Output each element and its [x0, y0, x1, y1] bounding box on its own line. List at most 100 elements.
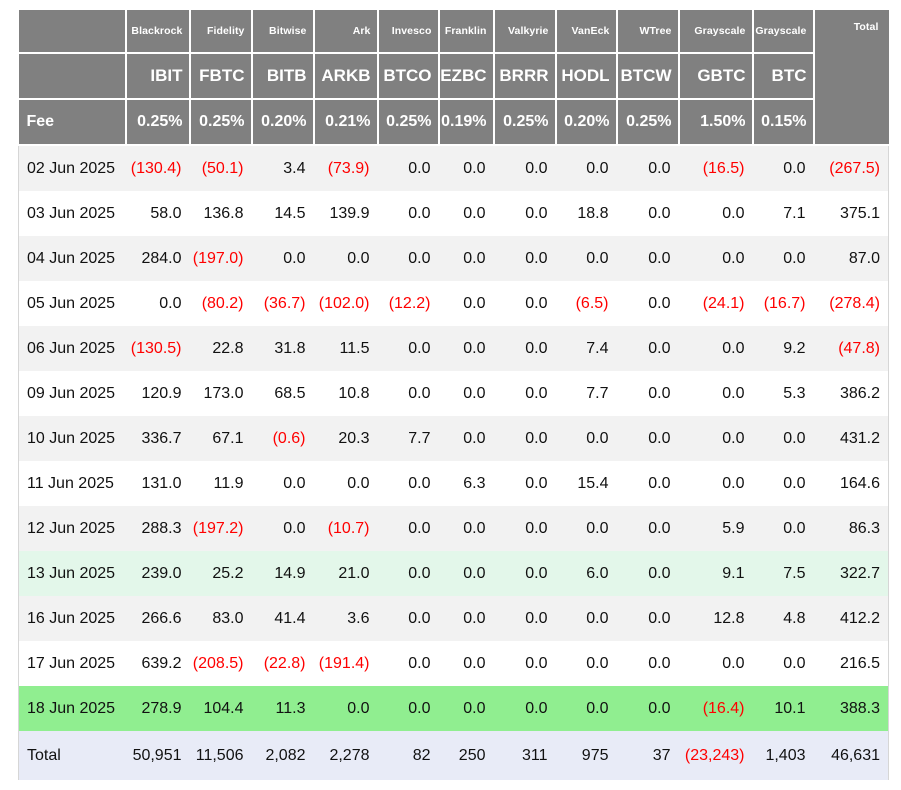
flow-value-cell: 0.0 — [493, 506, 556, 551]
issuer-header-gbtc: Grayscale — [678, 10, 754, 54]
flow-value-cell: 104.4 — [189, 686, 252, 731]
flow-value-cell: 11.3 — [251, 686, 314, 731]
table-row: 03 Jun 2025 58.0 136.8 14.5 139.9 0.0 0.0 0.0 18… — [18, 191, 889, 236]
flow-value-cell: (22.8) — [251, 641, 314, 686]
table-row: 12 Jun 2025 288.3 (197.2) 0.0 (10.7) 0.0 0.0 0.… — [18, 506, 889, 551]
total-value-cell: 86.3 — [813, 506, 889, 551]
flow-value-cell: 0.0 — [313, 236, 378, 281]
ticker-header-bitb: BITB — [251, 53, 315, 100]
flow-value-cell: 0.0 — [125, 281, 190, 326]
ticker-header-hodl: HODL — [555, 53, 618, 100]
flow-value-cell: 10.8 — [313, 371, 378, 416]
fee-value-btc: 0.15% — [752, 99, 815, 146]
flow-value-cell: 0.0 — [752, 145, 814, 191]
flow-value-cell: 0.0 — [377, 551, 439, 596]
total-value-cell: 164.6 — [813, 461, 889, 506]
table-row: 17 Jun 2025 639.2 (208.5) (22.8) (191.4) 0.0 0… — [18, 641, 889, 686]
flow-value-cell: 7.5 — [752, 551, 814, 596]
flow-value-cell: (197.0) — [189, 236, 252, 281]
table-row: 16 Jun 2025 266.6 83.0 41.4 3.6 0.0 0.0 0.0 0.0 0… — [18, 596, 889, 641]
table-row: 04 Jun 2025 284.0 (197.0) 0.0 0.0 0.0 0.0 0.0 0.… — [18, 236, 889, 281]
flow-value-cell: (73.9) — [313, 145, 378, 191]
corner-cell — [18, 10, 127, 54]
fee-value-brrr: 0.25% — [493, 99, 557, 146]
flow-value-cell: 0.0 — [493, 236, 556, 281]
flow-value-cell: 0.0 — [438, 236, 494, 281]
date-cell: 03 Jun 2025 — [18, 191, 126, 236]
flow-value-cell: (24.1) — [678, 281, 753, 326]
flow-value-cell: 0.0 — [616, 641, 679, 686]
flow-value-cell: 83.0 — [189, 596, 252, 641]
table-row: 05 Jun 2025 0.0 (80.2) (36.7) (102.0) (12.2) 0… — [18, 281, 889, 326]
issuer-header-btcw: WTree — [616, 10, 680, 54]
flow-value-cell: (36.7) — [251, 281, 314, 326]
date-cell: 06 Jun 2025 — [18, 326, 126, 371]
fee-value-ibit: 0.25% — [125, 99, 191, 146]
flow-value-cell: 0.0 — [555, 596, 617, 641]
flow-value-cell: (16.4) — [678, 686, 753, 731]
fee-value-hodl: 0.20% — [555, 99, 618, 146]
total-value-cell: (278.4) — [813, 281, 889, 326]
flow-value-cell: 0.0 — [678, 416, 753, 461]
flow-value-cell: 0.0 — [616, 551, 679, 596]
flow-value-cell: 0.0 — [616, 371, 679, 416]
flow-value-cell: 22.8 — [189, 326, 252, 371]
flow-value-cell: 0.0 — [438, 191, 494, 236]
flow-value-cell: 0.0 — [555, 236, 617, 281]
flow-value-cell: 0.0 — [438, 145, 494, 191]
flow-value-cell: 11.5 — [313, 326, 378, 371]
flow-value-cell: 0.0 — [251, 236, 314, 281]
flow-value-cell: 7.1 — [752, 191, 814, 236]
flow-value-cell: 50,951 — [125, 731, 190, 780]
flow-value-cell: 9.1 — [678, 551, 753, 596]
flow-value-cell: 0.0 — [678, 326, 753, 371]
flow-value-cell: 1,403 — [752, 731, 814, 780]
total-column-header: Total — [813, 10, 889, 146]
flow-value-cell: 136.8 — [189, 191, 252, 236]
issuer-header-ibit: Blackrock — [125, 10, 191, 54]
flow-value-cell: 0.0 — [555, 416, 617, 461]
flow-value-cell: 20.3 — [313, 416, 378, 461]
flow-value-cell: 0.0 — [438, 281, 494, 326]
table-row: 18 Jun 2025 278.9 104.4 11.3 0.0 0.0 0.0 0.0 0.0… — [18, 686, 889, 731]
flow-value-cell: (197.2) — [189, 506, 252, 551]
table-row: 13 Jun 2025 239.0 25.2 14.9 21.0 0.0 0.0 0.0 6.0… — [18, 551, 889, 596]
table-row: 11 Jun 2025 131.0 11.9 0.0 0.0 0.0 6.3 0.0 15.4 0… — [18, 461, 889, 506]
flow-value-cell: 2,278 — [313, 731, 378, 780]
date-cell: 09 Jun 2025 — [18, 371, 126, 416]
flow-value-cell: 11,506 — [189, 731, 252, 780]
ticker-header-fbtc: FBTC — [189, 53, 253, 100]
flow-value-cell: 0.0 — [377, 506, 439, 551]
flow-value-cell: 0.0 — [438, 596, 494, 641]
flow-value-cell: 7.4 — [555, 326, 617, 371]
flow-value-cell: 0.0 — [493, 371, 556, 416]
flow-value-cell: (50.1) — [189, 145, 252, 191]
table-row: 09 Jun 2025 120.9 173.0 68.5 10.8 0.0 0.0 0.0 7.… — [18, 371, 889, 416]
etf-flow-table: Blackrock Fidelity Bitwise Ark Invesco Frankl… — [18, 10, 889, 780]
flow-value-cell: 21.0 — [313, 551, 378, 596]
flow-value-cell: 639.2 — [125, 641, 190, 686]
flow-value-cell: 0.0 — [377, 371, 439, 416]
flow-value-cell: 0.0 — [616, 281, 679, 326]
flow-value-cell: 288.3 — [125, 506, 190, 551]
ticker-header-btc: BTC — [752, 53, 815, 100]
flow-value-cell: (191.4) — [313, 641, 378, 686]
issuer-header-arkb: Ark — [313, 10, 379, 54]
total-row-label: Total — [18, 731, 126, 780]
flow-value-cell: (102.0) — [313, 281, 378, 326]
date-cell: 04 Jun 2025 — [18, 236, 126, 281]
flow-value-cell: (12.2) — [377, 281, 439, 326]
flow-value-cell: 0.0 — [678, 371, 753, 416]
flow-value-cell: 5.3 — [752, 371, 814, 416]
flow-value-cell: 0.0 — [493, 326, 556, 371]
flow-value-cell: 0.0 — [251, 506, 314, 551]
flow-value-cell: (16.5) — [678, 145, 753, 191]
flow-value-cell: 0.0 — [438, 506, 494, 551]
fee-value-btcw: 0.25% — [616, 99, 680, 146]
flow-value-cell: 3.6 — [313, 596, 378, 641]
issuer-header-btc: Grayscale — [752, 10, 815, 54]
date-cell: 11 Jun 2025 — [18, 461, 126, 506]
ticker-header-row: IBIT FBTC BITB ARKB BTCO EZBC BRRR HODL BTCW GBTC… — [18, 53, 889, 100]
flow-value-cell: 239.0 — [125, 551, 190, 596]
flow-value-cell: (0.6) — [251, 416, 314, 461]
